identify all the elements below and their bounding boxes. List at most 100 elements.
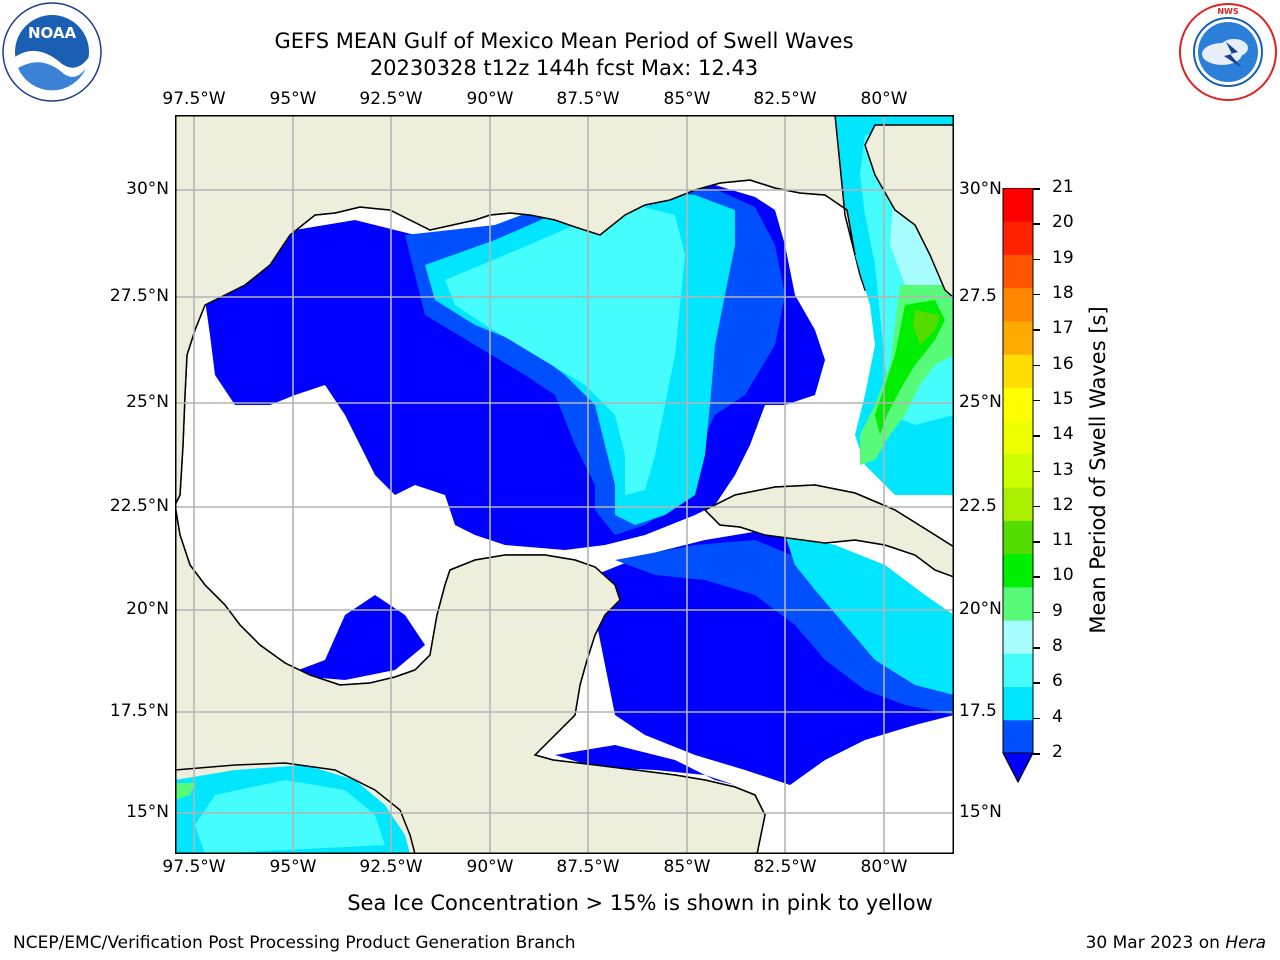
colorbar-tick-mark — [1033, 223, 1040, 225]
lon-label-bottom: 92.5°W — [359, 857, 423, 877]
lat-label-left: 22.5°N — [109, 496, 169, 516]
graticule — [175, 115, 954, 854]
lat-label-right: 17.5 — [959, 701, 997, 721]
lat-label-right: 22.5 — [959, 496, 997, 516]
colorbar-tick-label: 6 — [1052, 671, 1063, 692]
colorbar-tick-label: 13 — [1052, 459, 1074, 480]
colorbar-extend-arrow — [1002, 752, 1034, 784]
colorbar-tick-label: 2 — [1052, 742, 1063, 762]
colorbar-tick-label: 9 — [1052, 600, 1063, 621]
lat-label-right: 20°N — [959, 599, 1002, 619]
colorbar-segment — [1003, 320, 1033, 355]
colorbar-tick-mark — [1033, 258, 1040, 261]
lat-label-left: 15°N — [126, 802, 169, 822]
colorbar-segment — [1003, 719, 1033, 754]
footer-left: NCEP/EMC/Verification Post Processing Pr… — [13, 933, 576, 953]
noaa-logo: NOAA — [2, 2, 102, 102]
colorbar-tick-label: 15 — [1052, 388, 1074, 409]
colorbar-tick-mark — [1033, 576, 1040, 578]
lon-label-bottom: 80°W — [860, 857, 908, 877]
chart-title: GEFS MEAN Gulf of Mexico Mean Period of … — [274, 29, 854, 53]
colorbar-tick-label: 8 — [1052, 636, 1063, 657]
colorbar-segment — [1003, 287, 1033, 322]
colorbar-segment — [1003, 420, 1033, 455]
colorbar-tick-mark — [1033, 753, 1040, 755]
map-panel — [174, 114, 956, 855]
lat-label-left: 27.5°N — [109, 286, 169, 306]
footer-date: 30 Mar 2023 on — [1085, 933, 1226, 953]
colorbar-tick-mark — [1033, 188, 1040, 190]
map-frame — [175, 115, 954, 854]
svg-text:NOAA: NOAA — [28, 24, 77, 42]
colorbar-tick-label: 10 — [1052, 565, 1074, 586]
colorbar-segment — [1003, 453, 1033, 488]
svg-text:NWS: NWS — [1217, 7, 1239, 16]
colorbar-segment — [1003, 620, 1033, 654]
lat-label-left: 20°N — [126, 599, 169, 619]
colorbar-tick-mark — [1033, 399, 1040, 402]
colorbar-tick-label: 18 — [1052, 282, 1074, 303]
colorbar-segment — [1003, 387, 1033, 422]
colorbar-tick-label: 16 — [1052, 353, 1074, 374]
lon-label-bottom: 87.5°W — [556, 857, 620, 877]
colorbar-tick-label: 11 — [1052, 530, 1074, 551]
colorbar-tick-label: 12 — [1052, 494, 1074, 515]
colorbar-segment — [1003, 653, 1033, 688]
colorbar-tick-mark — [1033, 470, 1040, 472]
lat-label-left: 17.5°N — [109, 701, 169, 721]
lon-label-top: 90°W — [466, 89, 514, 109]
colorbar-tick-mark — [1033, 717, 1040, 720]
colorbar-tick-mark — [1033, 505, 1040, 508]
lon-label-top: 97.5°W — [162, 89, 226, 109]
lon-label-top: 87.5°W — [556, 89, 620, 109]
sea-ice-caption: Sea Ice Concentration > 15% is shown in … — [347, 891, 933, 915]
colorbar-tick-label: 20 — [1052, 212, 1074, 233]
lat-label-right: 15°N — [959, 802, 1002, 822]
lon-label-top: 85°W — [663, 89, 711, 109]
colorbar-segment — [1003, 354, 1033, 388]
colorbar-tick-label: 21 — [1052, 177, 1074, 197]
colorbar-frame — [1002, 187, 1034, 784]
lon-label-top: 80°W — [860, 89, 908, 109]
colorbar-tick-mark — [1033, 435, 1040, 437]
lon-label-top: 95°W — [269, 89, 317, 109]
lon-label-bottom: 95°W — [269, 857, 317, 877]
colorbar-segment — [1003, 553, 1033, 588]
colorbar-tick-label: 14 — [1052, 424, 1074, 445]
colorbar-tick-mark — [1033, 541, 1040, 543]
lon-label-bottom: 97.5°W — [162, 857, 226, 877]
colorbar-label: Mean Period of Swell Waves [s] — [1086, 306, 1110, 634]
colorbar-tick-mark — [1033, 364, 1040, 367]
lat-label-right: 27.5 — [959, 286, 997, 306]
colorbar-tick-label: 17 — [1052, 318, 1074, 339]
lon-label-top: 92.5°W — [359, 89, 423, 109]
map-svg — [174, 114, 956, 855]
colorbar-tick-label: 4 — [1052, 706, 1063, 727]
colorbar-tick-label: 19 — [1052, 247, 1074, 268]
colorbar-tick-mark — [1033, 682, 1040, 684]
lat-label-right: 25°N — [959, 392, 1002, 412]
lon-label-bottom: 82.5°W — [753, 857, 817, 877]
lat-label-right: 30°N — [959, 179, 1002, 199]
footer-right: 30 Mar 2023 on Hera — [1086, 933, 1266, 953]
footer-host: Hera — [1225, 933, 1266, 953]
colorbar-segment — [1003, 487, 1033, 521]
colorbar — [1002, 187, 1034, 784]
colorbar-svg — [1002, 187, 1034, 784]
colorbar-tick-mark — [1033, 611, 1040, 614]
lon-label-top: 82.5°W — [753, 89, 817, 109]
lon-label-bottom: 85°W — [663, 857, 711, 877]
lat-label-left: 25°N — [126, 392, 169, 412]
land-overlay — [174, 114, 955, 855]
lat-label-left: 30°N — [126, 179, 169, 199]
colorbar-tick-mark — [1033, 329, 1040, 331]
colorbar-tick-mark — [1033, 293, 1040, 296]
lon-label-bottom: 90°W — [466, 857, 514, 877]
colorbar-segment — [1003, 221, 1033, 255]
colorbar-segment — [1003, 520, 1033, 555]
colorbar-segment — [1003, 686, 1033, 721]
nws-logo: NWS — [1178, 2, 1278, 102]
colorbar-segment — [1003, 188, 1033, 222]
colorbar-segment — [1003, 586, 1033, 621]
chart-subtitle: 20230328 t12z 144h fcst Max: 12.43 — [369, 56, 759, 80]
